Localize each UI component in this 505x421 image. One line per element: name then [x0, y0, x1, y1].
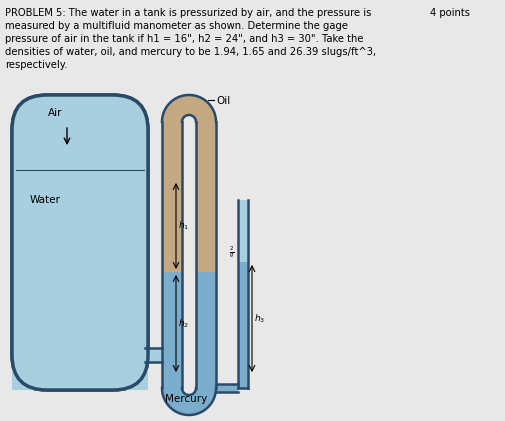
Text: densities of water, oil, and mercury to be 1.94, 1.65 and 26.39 slugs/ft^3,: densities of water, oil, and mercury to …: [5, 47, 375, 57]
Text: measured by a multifluid manometer as shown. Determine the gage: measured by a multifluid manometer as sh…: [5, 21, 347, 31]
Bar: [216, 384, 237, 392]
Text: pressure of air in the tank if h1 = 16", h2 = 24", and h3 = 30". Take the: pressure of air in the tank if h1 = 16",…: [5, 34, 363, 44]
Text: $h_3$: $h_3$: [254, 312, 265, 325]
Bar: [195, 122, 216, 272]
FancyBboxPatch shape: [12, 95, 147, 390]
Text: Water: Water: [30, 195, 61, 205]
Bar: [162, 272, 182, 388]
Text: $h_1$: $h_1$: [178, 220, 189, 232]
Bar: [237, 262, 247, 388]
Polygon shape: [162, 95, 216, 122]
Text: $h_2$: $h_2$: [178, 317, 189, 330]
Text: respectively.: respectively.: [5, 60, 67, 70]
Polygon shape: [162, 388, 216, 415]
Bar: [162, 122, 182, 272]
Bar: [237, 200, 247, 262]
Text: Oil: Oil: [216, 96, 230, 106]
Text: Mercury: Mercury: [165, 394, 207, 404]
FancyBboxPatch shape: [12, 95, 147, 390]
Bar: [195, 272, 216, 388]
Text: $\frac{2}{g}$: $\frac{2}{g}$: [228, 245, 233, 260]
Text: Air: Air: [48, 108, 63, 118]
Text: 4 points: 4 points: [429, 8, 469, 18]
Bar: [12, 170, 147, 390]
Text: PROBLEM 5: The water in a tank is pressurized by air, and the pressure is: PROBLEM 5: The water in a tank is pressu…: [5, 8, 371, 18]
Bar: [145, 348, 162, 362]
